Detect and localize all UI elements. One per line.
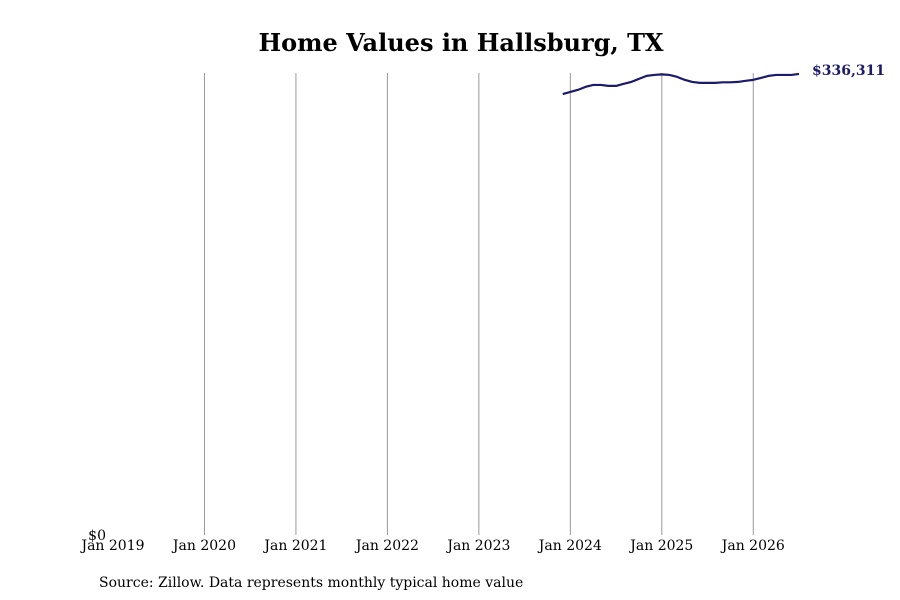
x-tick-label: Jan 2019 bbox=[79, 538, 144, 554]
y-tick-label: $0 bbox=[88, 528, 106, 544]
x-tick-label: Jan 2023 bbox=[445, 538, 510, 554]
source-note: Source: Zillow. Data represents monthly … bbox=[99, 575, 523, 591]
x-tick-label: Jan 2021 bbox=[262, 538, 327, 554]
chart-title: Home Values in Hallsburg, TX bbox=[258, 28, 663, 57]
data-line bbox=[562, 72, 800, 96]
x-tick-label: Jan 2020 bbox=[171, 538, 236, 554]
end-value-label: $336,311 bbox=[812, 63, 885, 79]
x-tick-label: Jan 2025 bbox=[628, 538, 693, 554]
x-tick-label: Jan 2024 bbox=[537, 538, 602, 554]
x-tick-label: Jan 2022 bbox=[354, 538, 419, 554]
x-tick-label: Jan 2026 bbox=[720, 538, 785, 554]
